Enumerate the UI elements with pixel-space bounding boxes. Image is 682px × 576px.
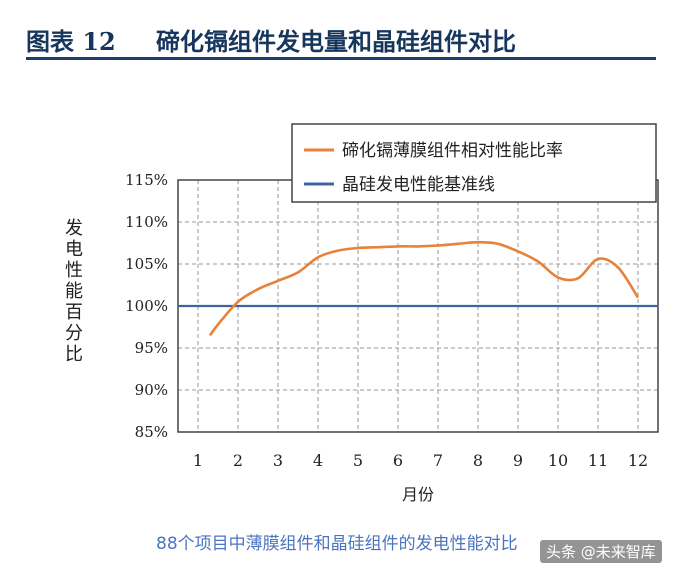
x-axis-label: 月份 (402, 485, 434, 504)
y-tick-label: 110% (125, 213, 168, 231)
y-tick-label: 95% (135, 339, 168, 357)
y-axis-label-char: 百 (65, 302, 83, 323)
watermark: 头条 @未来智库 (540, 540, 662, 563)
y-tick-label: 115% (125, 171, 168, 189)
x-tick-label: 3 (273, 451, 283, 470)
series-group (178, 240, 658, 337)
x-tick-label: 7 (433, 451, 443, 470)
x-tick-label: 11 (588, 451, 608, 470)
legend-label: 晶硅发电性能基准线 (342, 175, 495, 195)
y-axis-label-char: 性 (65, 260, 83, 281)
x-tick-label: 8 (473, 451, 483, 470)
figure-header: 图表 12 碲化镉组件发电量和晶硅组件对比 (26, 14, 656, 62)
y-tick-labels: 85% 90% 95% 100% 105% 110% 115% (125, 171, 168, 441)
x-tick-label: 9 (513, 451, 523, 470)
x-tick-label: 2 (233, 451, 243, 470)
y-tick-label: 85% (135, 423, 168, 441)
y-axis-label-char: 电 (65, 239, 83, 260)
figure-caption: 88个项目中薄膜组件和晶硅组件的发电性能对比 (156, 534, 518, 554)
y-axis-label-char: 比 (65, 344, 83, 365)
series-line-thin-film (208, 240, 640, 337)
figure-label: 图表 12 (26, 27, 116, 56)
y-axis-label-char: 发 (65, 218, 83, 239)
x-tick-label: 12 (628, 451, 648, 470)
y-axis-label-char: 能 (65, 281, 83, 302)
y-tick-label: 90% (135, 381, 168, 399)
x-tick-label: 6 (393, 451, 403, 470)
legend-label: 碲化镉薄膜组件相对性能比率 (342, 141, 563, 161)
x-tick-label: 4 (313, 451, 323, 470)
x-tick-label: 1 (193, 451, 203, 470)
legend-box (291, 123, 657, 203)
x-tick-label: 5 (353, 451, 363, 470)
x-tick-label: 10 (548, 451, 568, 470)
figure-title: 碲化镉组件发电量和晶硅组件对比 (156, 27, 516, 56)
y-tick-label: 100% (125, 297, 168, 315)
x-tick-labels: 1 2 3 4 5 6 7 8 9 10 11 12 (193, 451, 648, 470)
y-axis-label-char: 分 (65, 323, 83, 344)
header-rule (26, 57, 656, 60)
y-tick-label: 105% (125, 255, 168, 273)
